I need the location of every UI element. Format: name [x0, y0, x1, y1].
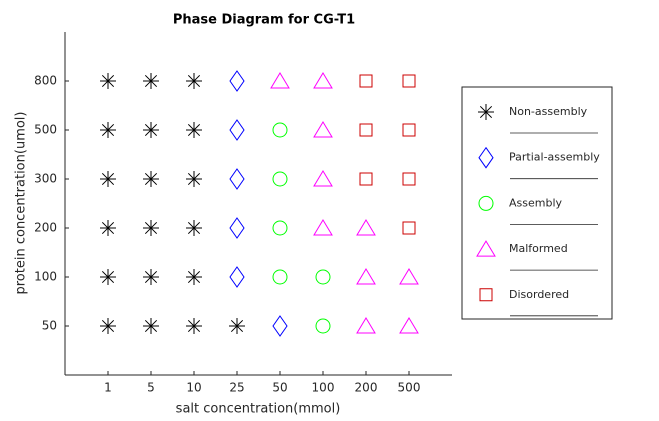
- data-point: [143, 122, 159, 138]
- data-point: [143, 318, 159, 334]
- data-point: [100, 220, 116, 236]
- x-tick-label: 50: [272, 381, 287, 395]
- data-point: [272, 171, 288, 187]
- legend-label: Partial-assembly: [509, 151, 600, 164]
- data-point: [313, 219, 333, 236]
- data-point: [313, 121, 333, 138]
- data-point: [402, 74, 416, 88]
- legend-marker: [478, 146, 494, 169]
- data-point: [359, 74, 373, 88]
- legend-label: Assembly: [509, 196, 563, 209]
- data-point: [229, 217, 245, 239]
- data-point: [402, 172, 416, 186]
- data-point: [359, 172, 373, 186]
- legend-label: Malformed: [509, 242, 568, 255]
- data-point: [399, 317, 419, 334]
- data-point: [143, 269, 159, 285]
- data-point: [315, 318, 331, 334]
- data-point: [272, 220, 288, 236]
- data-point: [315, 269, 331, 285]
- data-point: [272, 315, 288, 337]
- data-point: [313, 72, 333, 89]
- y-axis-label: protein concentration(umol): [14, 112, 29, 295]
- data-point: [399, 268, 419, 285]
- legend-marker: [478, 104, 494, 120]
- legend-marker: [479, 288, 493, 302]
- x-tick-label: 1: [104, 381, 112, 395]
- x-tick-label: 200: [355, 381, 378, 395]
- data-point: [100, 73, 116, 89]
- data-point: [356, 219, 376, 236]
- data-point: [270, 72, 290, 89]
- data-point: [272, 269, 288, 285]
- data-point: [229, 70, 245, 92]
- data-point: [100, 171, 116, 187]
- data-point: [402, 123, 416, 137]
- legend-marker: [476, 240, 496, 257]
- y-tick-label: 100: [34, 270, 57, 284]
- data-point: [356, 317, 376, 334]
- x-tick-label: 25: [229, 381, 244, 395]
- data-point: [229, 168, 245, 190]
- x-tick-label: 100: [312, 381, 335, 395]
- data-point: [186, 220, 202, 236]
- legend-label: Disordered: [509, 288, 569, 301]
- data-point: [272, 122, 288, 138]
- data-point: [186, 318, 202, 334]
- x-axis-label: salt concentration(mmol): [176, 402, 341, 417]
- data-point: [100, 318, 116, 334]
- x-tick-label: 500: [398, 381, 421, 395]
- data-point: [186, 73, 202, 89]
- data-point: [143, 171, 159, 187]
- chart-title: Phase Diagram for CG-T1: [173, 13, 355, 28]
- data-point: [100, 269, 116, 285]
- data-point: [356, 268, 376, 285]
- x-tick-label: 10: [186, 381, 201, 395]
- data-point: [229, 318, 245, 334]
- data-point: [186, 171, 202, 187]
- data-point: [186, 269, 202, 285]
- data-point: [359, 123, 373, 137]
- data-point: [313, 170, 333, 187]
- data-point: [229, 266, 245, 288]
- y-tick-label: 500: [34, 123, 57, 137]
- y-tick-label: 300: [34, 172, 57, 186]
- y-tick-label: 200: [34, 221, 57, 235]
- y-tick-label: 50: [42, 319, 57, 333]
- data-point: [143, 73, 159, 89]
- data-point: [402, 221, 416, 235]
- y-tick-label: 800: [34, 74, 57, 88]
- legend-marker: [478, 195, 494, 211]
- legend: [461, 86, 613, 320]
- data-point: [229, 119, 245, 141]
- x-tick-label: 5: [147, 381, 155, 395]
- legend-label: Non-assembly: [509, 105, 588, 118]
- data-point: [100, 122, 116, 138]
- data-point: [143, 220, 159, 236]
- data-point: [186, 122, 202, 138]
